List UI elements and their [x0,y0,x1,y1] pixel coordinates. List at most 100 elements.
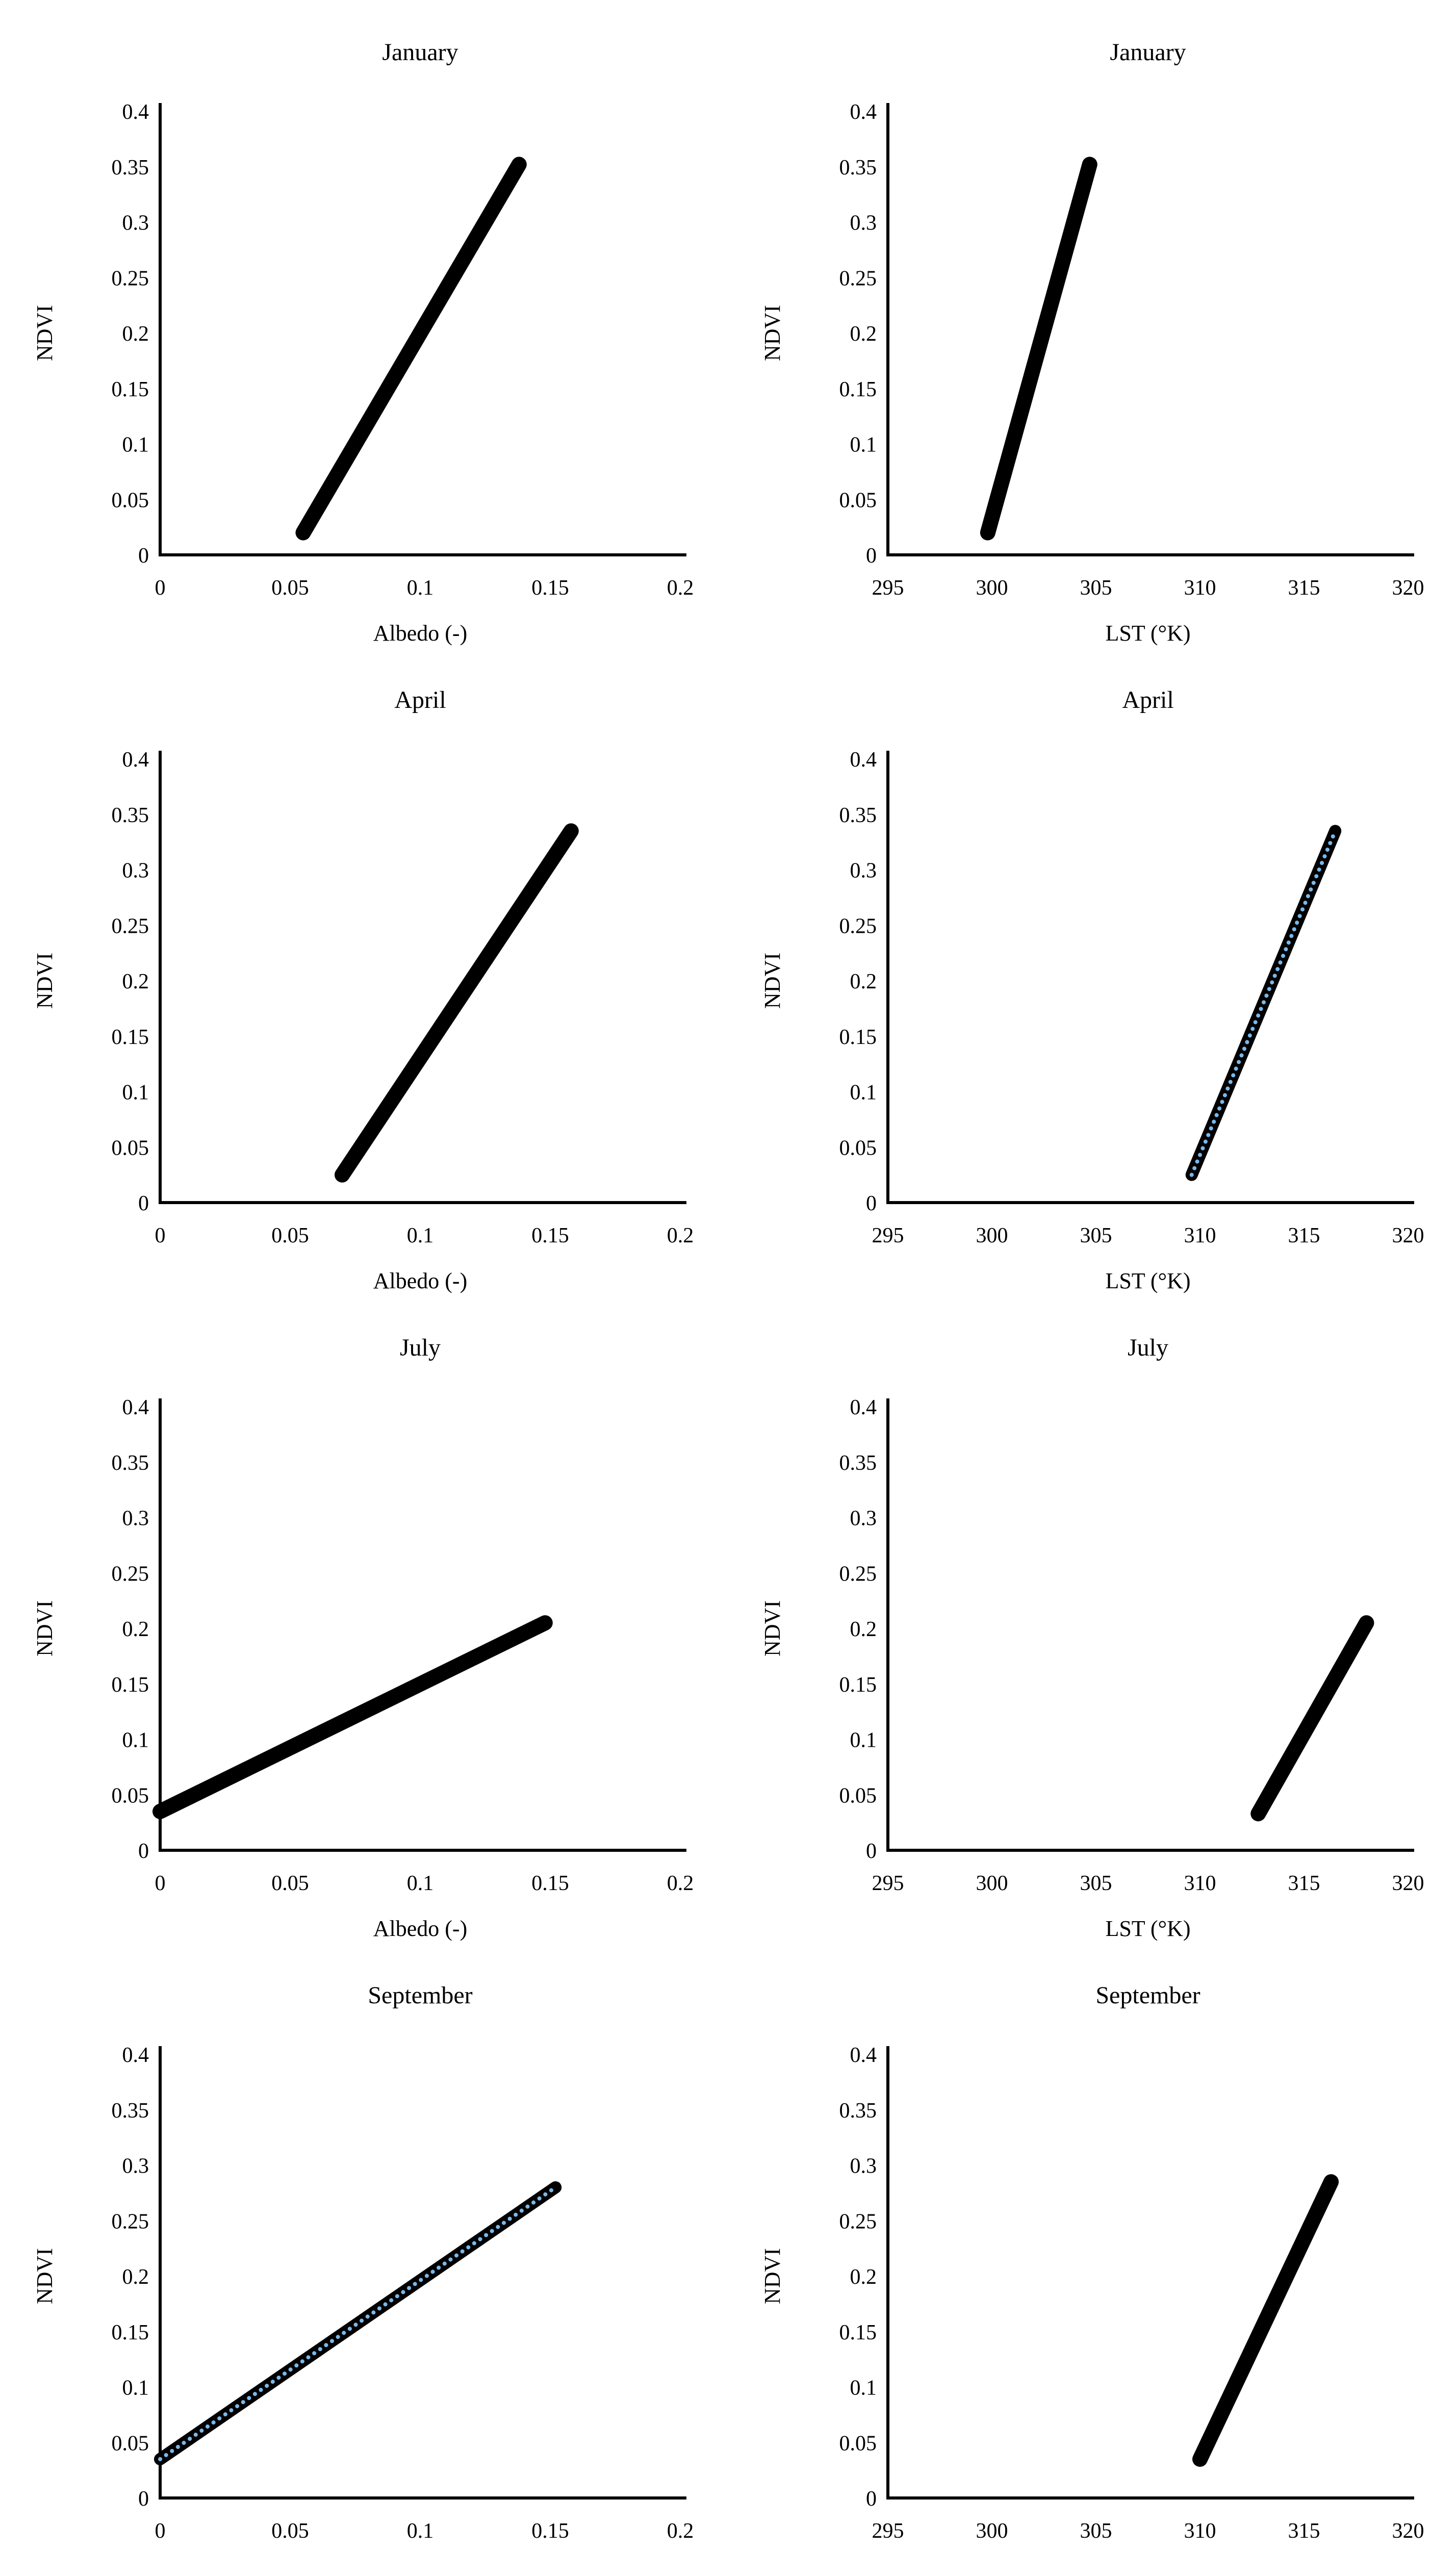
y-tick-label: 0.3 [122,1507,149,1531]
scatter-plot-july-lst: July 0 0.05 0.1 0.15 0.2 0.25 0.3 0.35 0.4 295 300 3… [760,1334,1424,1941]
data-series-band [980,157,1098,541]
y-tick-label: 0.25 [839,914,877,938]
y-tick-label: 0.2 [850,1618,877,1641]
x-tick-label: 0.1 [407,576,434,600]
y-tick-label: 0.15 [111,1026,149,1049]
y-tick-label: 0 [138,544,149,568]
x-tick-label: 0.1 [407,1872,434,1895]
y-tick-label: 0.3 [850,1507,877,1531]
x-axis-title: LST (°K) [1106,1916,1191,1941]
y-tick-label: 0.25 [111,1562,149,1586]
chart-april-lst: April 0 0.05 0.1 0.15 0.2 0.25 0.3 0.35 0.4 295 300… [728,657,1456,1305]
y-tick-label: 0.05 [111,2432,149,2455]
x-tick-label: 0.15 [531,576,569,600]
data-series-band [334,823,579,1183]
x-tick-label: 295 [872,2519,904,2543]
y-tick-label: 0.3 [850,2155,877,2178]
y-tick-label: 0.35 [839,156,877,180]
x-axis-title: Albedo (-) [373,621,468,646]
chart-april-albedo: April 0 0.05 0.1 0.15 0.2 0.25 0.3 0.35 0.4 0 0.05 0… [0,657,728,1305]
chart-july-lst: July 0 0.05 0.1 0.15 0.2 0.25 0.3 0.35 0.4 295 300 3… [728,1305,1456,1952]
y-tick-label: 0.2 [122,2265,149,2289]
y-tick-label: 0.35 [839,804,877,827]
y-tick-label: 0.4 [850,100,877,124]
y-tick-label: 0.3 [122,2155,149,2178]
x-tick-label: 320 [1392,1224,1424,1247]
x-tick-label: 0.1 [407,1224,434,1247]
scatter-plot-april-lst: April 0 0.05 0.1 0.15 0.2 0.25 0.3 0.35 0.4 295 300… [760,686,1424,1293]
x-tick-label: 305 [1080,2519,1112,2543]
x-tick-label: 0.2 [667,2519,694,2543]
y-tick-label: 0.2 [850,322,877,346]
y-tick-label: 0.2 [122,322,149,346]
chart-september-albedo: September 0 0.05 0.1 0.15 0.2 0.25 0.3 0.35 0.4 0 0… [0,1952,728,2550]
open-marker-dots [1189,829,1338,1177]
x-tick-label: 0 [155,1872,165,1895]
y-axis-title: NDVI [32,305,57,361]
y-tick-label: 0.15 [111,2321,149,2344]
scatter-plot-july-albedo: July 0 0.05 0.1 0.15 0.2 0.25 0.3 0.35 0.4 0 0.05 0.… [32,1334,694,1941]
y-tick-label: 0.1 [850,434,877,457]
y-tick-label: 0 [866,2487,877,2511]
y-tick-label: 0.35 [111,156,149,180]
y-tick-label: 0.35 [839,2099,877,2123]
x-tick-label: 0.05 [271,576,309,600]
x-tick-label: 0.15 [531,1224,569,1247]
x-tick-label: 305 [1080,576,1112,600]
x-tick-label: 0.15 [531,1872,569,1895]
y-tick-label: 0.2 [122,1618,149,1641]
data-series-band [1192,2174,1339,2467]
x-tick-label: 300 [976,1224,1008,1247]
x-tick-label: 310 [1184,2519,1216,2543]
y-tick-label: 0 [138,2487,149,2511]
y-tick-label: 0.4 [122,100,149,124]
chart-title: January [382,39,458,66]
y-tick-label: 0.15 [839,1026,877,1049]
y-tick-label: 0.4 [850,2044,877,2067]
x-tick-label: 0 [155,2519,165,2543]
y-axis-title: NDVI [760,305,785,361]
y-tick-label: 0 [866,1192,877,1215]
x-tick-label: 295 [872,1224,904,1247]
y-tick-label: 0.4 [850,1396,877,1419]
y-tick-label: 0.4 [122,748,149,772]
x-tick-label: 310 [1184,1224,1216,1247]
x-tick-label: 310 [1184,576,1216,600]
y-tick-label: 0.25 [839,1562,877,1586]
y-axis-title: NDVI [760,953,785,1009]
charts-grid: January 0 0.05 0.1 0.15 0.2 0.25 0.3 0.35 0.4 0 0.0… [0,9,1456,2550]
x-tick-label: 0.2 [667,1872,694,1895]
y-tick-label: 0.1 [122,1729,149,1752]
y-tick-label: 0.05 [839,2432,877,2455]
y-tick-label: 0.15 [839,1673,877,1697]
y-tick-label: 0.35 [111,804,149,827]
open-marker-dots [158,2185,557,2461]
y-tick-label: 0.3 [850,212,877,235]
chart-title: September [1096,1982,1200,2009]
y-tick-label: 0.25 [839,267,877,290]
y-tick-label: 0.4 [850,748,877,772]
y-tick-label: 0.15 [839,378,877,401]
y-tick-label: 0.05 [839,489,877,512]
x-tick-label: 315 [1288,2519,1320,2543]
y-tick-label: 0.4 [122,1396,149,1419]
y-tick-label: 0.25 [111,914,149,938]
y-tick-label: 0.35 [111,1451,149,1475]
y-tick-label: 0.2 [850,2265,877,2289]
x-tick-label: 0.05 [271,1224,309,1247]
y-tick-label: 0.05 [111,1784,149,1807]
y-tick-label: 0.1 [850,1081,877,1105]
y-tick-label: 0.05 [111,1136,149,1160]
y-tick-label: 0.3 [122,212,149,235]
y-tick-label: 0.1 [122,434,149,457]
y-tick-label: 0.05 [839,1136,877,1160]
chart-title: September [368,1982,472,2009]
y-tick-label: 0.1 [850,1729,877,1752]
x-tick-label: 315 [1288,1224,1320,1247]
x-tick-label: 0.2 [667,576,694,600]
x-tick-label: 0.15 [531,2519,569,2543]
y-tick-label: 0 [866,544,877,568]
y-tick-label: 0.2 [122,970,149,993]
x-tick-label: 315 [1288,1872,1320,1895]
